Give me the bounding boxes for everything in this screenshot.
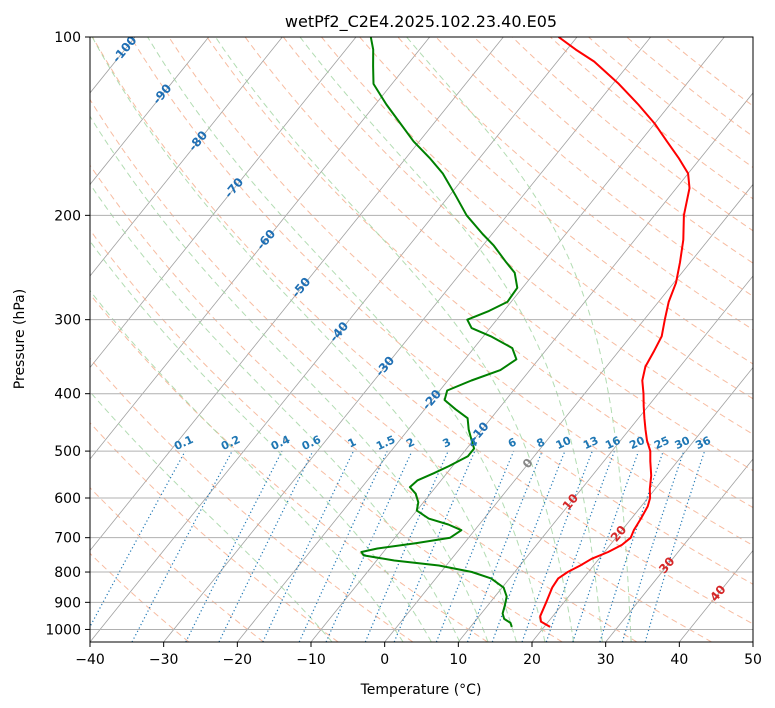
dry-adiabat [90, 229, 563, 642]
y-tick-label: 300 [54, 313, 81, 329]
mixing-ratio-line [185, 450, 283, 642]
temperature-line [539, 37, 691, 628]
y-tick-label: 700 [54, 531, 81, 547]
plot-frame [89, 36, 754, 643]
isotherm-line [531, 366, 753, 642]
x-axis-label: Temperature (°C) [360, 682, 482, 698]
y-tick-label: 200 [54, 208, 81, 224]
mixing-ratio-line [364, 450, 449, 642]
mixing-ratio-line [325, 450, 413, 642]
x-tick-label: 30 [597, 652, 615, 668]
y-tick-label: 100 [54, 30, 81, 46]
dry-adiabat [206, 37, 753, 509]
isotherm-line [90, 37, 283, 277]
y-tick-label: 400 [54, 387, 81, 403]
mixing-ratio-line [393, 450, 476, 642]
mixing-ratio-line [218, 450, 314, 642]
isotherm-line [90, 37, 357, 369]
isotherm-line [384, 183, 753, 642]
dry-adiabat [90, 422, 339, 642]
mixing-ratio-line [131, 450, 233, 642]
moist-adiabat [406, 37, 632, 642]
moist-adiabat [215, 37, 575, 642]
isotherm-line [237, 37, 725, 642]
y-tick-label: 800 [54, 565, 81, 581]
y-tick-label: 1000 [45, 622, 81, 638]
x-tick-label: −10 [296, 652, 326, 668]
mixing-ratio-label: 30 [673, 434, 693, 452]
isotherm-line [90, 37, 578, 642]
isotherm-line [605, 458, 753, 642]
isotherm-line [90, 37, 431, 460]
chart-title: wetPf2_C2E4.2025.102.23.40.E05 [285, 12, 557, 32]
dry-adiabat [282, 37, 753, 435]
mixing-ratio-line [262, 450, 355, 642]
mixing-ratio-label: 16 [603, 434, 623, 452]
dry-adiabat [92, 37, 753, 625]
isotherm-line [90, 37, 504, 552]
mixing-ratio-line [298, 450, 388, 642]
y-tick-label: 500 [54, 444, 81, 460]
dry-adiabat [435, 37, 753, 297]
moist-adiabat [90, 390, 333, 642]
isotherm-line [90, 37, 210, 186]
moist-adiabat [90, 240, 432, 642]
x-tick-label: 10 [449, 652, 467, 668]
moist-adiabat [299, 37, 603, 642]
dry-adiabat [588, 37, 753, 169]
mixing-ratio-label: 36 [693, 434, 713, 452]
dewpoint-line [360, 37, 519, 628]
x-tick-label: −30 [149, 652, 179, 668]
moist-adiabat [90, 289, 404, 642]
background-lines [90, 37, 753, 642]
mixing-ratio-line [621, 450, 685, 642]
x-tick-label: −20 [223, 652, 253, 668]
y-axis-ticks: 100 200 300 400 500 600 700 800 900 1000 [45, 30, 90, 638]
mixing-ratio-label: 25 [652, 434, 671, 452]
moist-adiabat [91, 37, 517, 642]
x-tick-label: 0 [380, 652, 389, 668]
moist-adiabat [147, 37, 546, 642]
mixing-ratio-line [599, 450, 664, 642]
mixing-ratio-label: 10 [554, 434, 574, 452]
dry-adiabat [90, 164, 638, 642]
dry-adiabat [244, 37, 753, 472]
dry-adiabat [397, 37, 753, 331]
y-tick-label: 900 [54, 595, 81, 611]
x-tick-label: −40 [75, 652, 105, 668]
mixing-ratio-line [644, 450, 706, 642]
isotherm-line [163, 37, 652, 642]
mixing-ratio-line [572, 450, 640, 642]
y-tick-label: 600 [54, 491, 81, 507]
moist-adiabat [90, 115, 489, 642]
y-axis-label: Pressure (hPa) [12, 289, 28, 389]
sounding-series [360, 37, 691, 628]
dry-adiabat [90, 98, 712, 642]
isotherm-line [458, 275, 753, 642]
x-tick-label: 40 [670, 652, 688, 668]
dry-adiabat [168, 37, 753, 547]
x-tick-label: 50 [744, 652, 762, 668]
x-axis-ticks: −40 −30 −20 −10 0 10 20 30 40 50 [75, 642, 762, 668]
mixing-ratio-line [435, 450, 515, 642]
mixing-ratio-label: 20 [627, 434, 647, 452]
mixing-ratio-label: 13 [581, 434, 600, 452]
x-tick-label: 20 [523, 652, 541, 668]
